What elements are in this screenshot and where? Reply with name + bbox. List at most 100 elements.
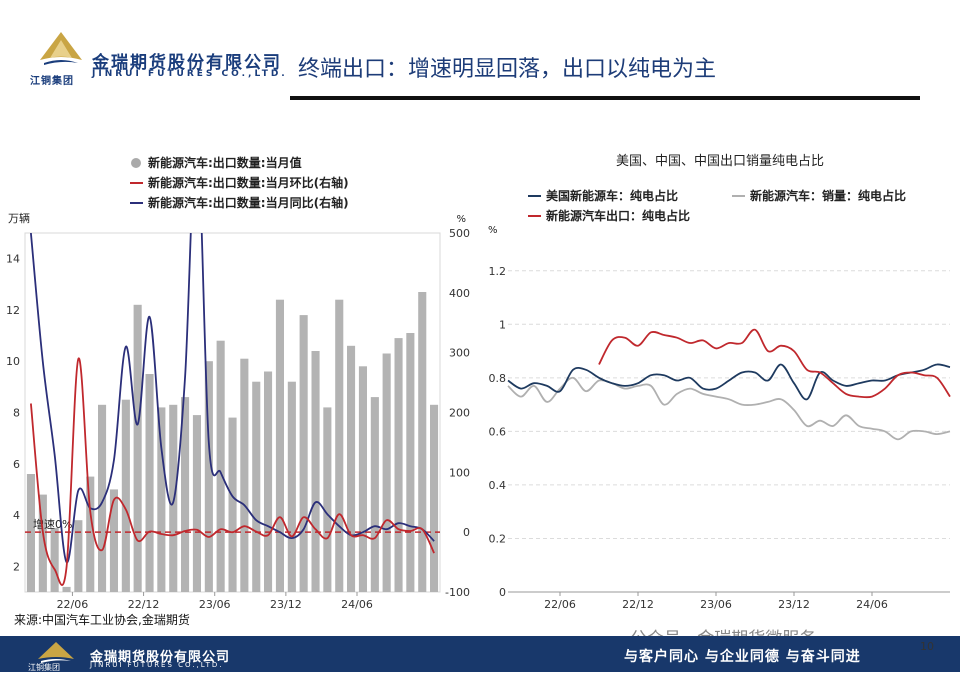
left-y-tick-label: 6 (13, 458, 20, 471)
export-volume-bar (406, 333, 415, 592)
data-source-note: 来源:中国汽车工业协会,金瑞期货 (14, 613, 190, 627)
export-volume-bar (287, 381, 296, 592)
legend-label-0: 美国新能源车：纯电占比 (546, 188, 678, 203)
yoy-series-line (30, 233, 435, 564)
right-y-tick-label: -100 (445, 586, 470, 599)
header: 江铜集团 金瑞期货股份有限公司 JINRUI FUTURES CO.,LTD. … (0, 0, 960, 100)
export-volume-bar (62, 586, 71, 592)
export-volume-bar (216, 340, 225, 592)
right-y-tick-label: 500 (449, 227, 470, 240)
export-volume-bar (157, 407, 166, 592)
export-volume-bar (109, 489, 118, 592)
legend-bar-marker (131, 158, 141, 168)
right-y-tick-label: 200 (449, 407, 470, 420)
bev-share-chart-panel: 美国、中国、中国出口销量纯电占比% 0 0.2 0.4 0.6 0.8 1 1.2 22/06 2… (480, 140, 960, 620)
export-volume-bar (169, 404, 178, 592)
zero-growth-label: 增速0% (33, 517, 72, 531)
y-tick-label: 1 (499, 318, 506, 331)
series-line-2 (598, 328, 951, 399)
footer-logo-subtitle: 江铜集团 (28, 663, 60, 672)
page-number: 10 (920, 640, 934, 653)
legend-label-2: 新能源汽车出口：纯电占比 (546, 208, 690, 223)
logo-subtitle: 江铜集团 (30, 76, 74, 87)
left-axis-unit: 万辆 (8, 211, 30, 225)
export-volume-bar (240, 358, 249, 592)
left-y-tick-label: 14 (6, 253, 20, 266)
x-tick-label: 24/06 (341, 598, 373, 611)
export-volume-bar (264, 371, 273, 592)
left-y-tick-label: 2 (13, 560, 20, 573)
legend-yoy-label: 新能源汽车:出口数量:当月同比(右轴) (148, 195, 349, 210)
export-volume-bar (74, 520, 83, 592)
company-name-en: JINRUI FUTURES CO.,LTD. (92, 69, 288, 79)
export-volume-bar (370, 397, 379, 592)
x-tick-label: 22/06 (544, 598, 576, 611)
right-axis-unit: % (456, 214, 466, 225)
export-volume-bar (145, 374, 154, 592)
export-volume-chart: 万辆 % 2 4 6 8 10 12 14 -100 0 100 200 300 400 500 22/06 22… (6, 155, 470, 611)
mom-series-line (30, 357, 435, 586)
export-volume-bar (358, 366, 367, 592)
y-tick-label: 0 (499, 586, 506, 599)
export-volume-bar (228, 417, 237, 592)
export-volume-bar (275, 299, 284, 592)
right-y-tick-label: 100 (449, 466, 470, 479)
left-y-tick-label: 10 (6, 355, 20, 368)
series-line-0 (507, 363, 951, 401)
export-volume-bar (86, 476, 95, 592)
export-volume-bar (204, 361, 213, 592)
export-volume-bar (26, 474, 35, 592)
export-volume-bar (311, 351, 320, 592)
export-volume-bar (181, 397, 190, 592)
export-volume-bar (252, 381, 261, 592)
export-volume-bar (347, 345, 356, 592)
right-y-tick-label: 300 (449, 347, 470, 360)
title-divider (290, 96, 920, 100)
company-logo-icon (40, 32, 82, 65)
x-tick-label: 23/06 (700, 598, 732, 611)
export-volume-bar (382, 353, 391, 592)
export-volume-bar (121, 399, 130, 592)
footer-company-en: JINRUI FUTURES CO.,LTD. (90, 661, 224, 669)
y-tick-label: 0.6 (489, 425, 507, 438)
left-y-tick-label: 4 (13, 509, 20, 522)
y-tick-label: 0.8 (489, 372, 507, 385)
x-tick-label: 24/06 (856, 598, 888, 611)
footer-company-cn: 金瑞期货股份有限公司 (90, 650, 231, 665)
export-volume-bar (299, 315, 308, 592)
export-volume-bar (38, 494, 47, 592)
left-y-tick-label: 8 (13, 407, 20, 420)
export-volume-bar (50, 527, 59, 592)
series-line-1 (507, 376, 951, 441)
footer-logo-icon (38, 642, 74, 663)
right-y-tick-label: 400 (449, 287, 470, 300)
x-tick-label: 22/06 (57, 598, 89, 611)
x-tick-label: 22/12 (622, 598, 654, 611)
bev-share-chart: 美国、中国、中国出口销量纯电占比% 0 0.2 0.4 0.6 0.8 1 1.2 22/06 2… (488, 154, 951, 611)
legend-bar-label: 新能源汽车:出口数量:当月值 (148, 155, 302, 170)
legend-mom-label: 新能源汽车:出口数量:当月环比(右轴) (148, 175, 349, 190)
y-axis-unit: % (488, 225, 498, 236)
page-title: 终端出口：增速明显回落，出口以纯电为主 (298, 57, 717, 82)
x-tick-label: 23/06 (199, 598, 231, 611)
right-y-tick-label: 0 (463, 526, 470, 539)
export-volume-bar (323, 407, 332, 592)
footer-bar (0, 636, 960, 672)
export-volume-bar (133, 304, 142, 592)
y-tick-label: 1.2 (489, 265, 507, 278)
legend-label-1: 新能源汽车：销量：纯电占比 (750, 188, 906, 203)
left-y-tick-label: 12 (6, 304, 20, 317)
x-tick-label: 22/12 (128, 598, 160, 611)
chart-title: 美国、中国、中国出口销量纯电占比 (616, 154, 824, 169)
export-volume-bar (98, 404, 107, 592)
export-volume-chart-panel: 万辆% 2 4 6 8 10 12 14 -100 0 100 200 300 400 500 22/06 22… (0, 150, 470, 620)
company-name-cn: 金瑞期货股份有限公司 (92, 53, 282, 73)
x-tick-label: 23/12 (778, 598, 810, 611)
export-volume-bar (418, 292, 427, 592)
export-volume-bar (430, 404, 439, 592)
export-volume-bar (394, 338, 403, 592)
y-tick-label: 0.4 (489, 479, 507, 492)
y-tick-label: 0.2 (489, 532, 507, 545)
x-tick-label: 23/12 (270, 598, 302, 611)
export-volume-bar (192, 415, 201, 592)
